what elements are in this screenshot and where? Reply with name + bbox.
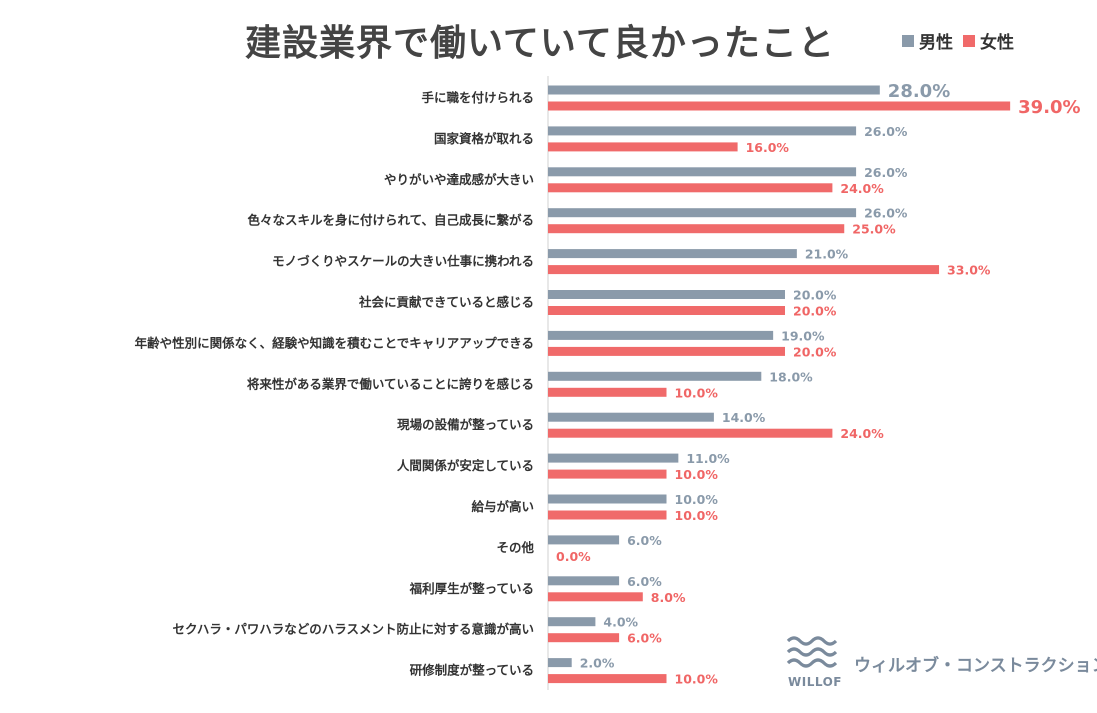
data-label-female: 10.0% [675, 672, 719, 687]
data-label-female: 10.0% [675, 508, 719, 523]
data-label-male: 26.0% [864, 206, 908, 221]
data-label-male: 21.0% [805, 247, 849, 262]
bar-female [548, 101, 1011, 111]
category-label: 色々なスキルを身に付けられて、自己成長に繋がる [247, 213, 534, 228]
category-label: 研修制度が整っている [410, 663, 534, 678]
bar-female [548, 633, 620, 643]
data-label-male: 6.0% [627, 574, 662, 589]
bar-female [548, 469, 667, 479]
bar-female [548, 224, 845, 234]
bar-male [548, 576, 620, 586]
data-label-male: 11.0% [686, 451, 730, 466]
bar-male [548, 208, 857, 218]
data-label-male: 26.0% [864, 165, 908, 180]
category-label: セクハラ・パワハラなどのハラスメント防止に対する意識が高い [172, 622, 534, 637]
legend-swatch-male [902, 34, 914, 47]
bar-male [548, 453, 679, 463]
legend-item-male: 男性 [902, 28, 953, 53]
category-label: 年齢や性別に関係なく、経験や知識を積むことでキャリアアップできる [135, 335, 534, 350]
data-label-female: 10.0% [675, 467, 719, 482]
data-label-female: 20.0% [793, 304, 837, 319]
legend-swatch-female [963, 34, 975, 47]
data-label-male: 6.0% [627, 533, 662, 548]
bar-male [548, 412, 714, 422]
bar-male [548, 494, 667, 504]
data-label-male: 10.0% [675, 492, 719, 507]
bar-female [548, 142, 738, 152]
bar-female [548, 674, 667, 684]
data-label-female: 6.0% [627, 631, 662, 646]
bar-male [548, 330, 774, 340]
category-label: やりがいや達成感が大きい [384, 172, 534, 187]
data-label-male: 26.0% [864, 124, 908, 139]
legend-label-male: 男性 [919, 33, 953, 53]
data-label-male: 14.0% [722, 410, 766, 425]
data-label-female: 24.0% [840, 181, 884, 196]
category-label: 社会に貢献できていると感じる [358, 295, 534, 310]
data-label-male: 2.0% [580, 656, 615, 671]
legend-label-female: 女性 [980, 33, 1014, 53]
bar-female [548, 183, 833, 193]
legend-item-female: 女性 [963, 28, 1014, 53]
willof-logo: WILLOF ウィルオブ・コンストラクション [786, 635, 1097, 689]
data-label-male: 28.0% [888, 81, 950, 102]
bar-female [548, 265, 940, 275]
bar-female [548, 592, 643, 602]
data-label-female: 39.0% [1018, 97, 1080, 118]
bar-male [548, 249, 797, 259]
wave-logo-icon [786, 636, 838, 668]
data-label-male: 19.0% [781, 328, 825, 343]
bar-male [548, 658, 572, 668]
data-label-female: 33.0% [947, 263, 991, 278]
bar-male [548, 535, 620, 545]
data-label-female: 25.0% [852, 222, 896, 237]
bar-female [548, 387, 667, 397]
data-label-female: 10.0% [675, 385, 719, 400]
data-label-male: 20.0% [793, 288, 837, 303]
bar-male [548, 290, 785, 299]
chart-title: 建設業界で働いていて良かったこと [245, 23, 835, 64]
category-label: 給与が高い [471, 499, 534, 514]
data-label-female: 8.0% [651, 590, 686, 605]
logo-wordmark: WILLOF [788, 675, 842, 689]
bar-female [548, 346, 785, 356]
bar-male [548, 617, 596, 627]
category-label: 手に職を付けられる [421, 90, 534, 105]
category-label: 国家資格が取れる [434, 131, 534, 146]
data-label-male: 4.0% [603, 615, 638, 630]
bar-male [548, 167, 857, 177]
data-label-female: 0.0% [556, 549, 591, 564]
bar-female [548, 428, 833, 438]
chart-legend: 男性 女性 [902, 28, 1024, 53]
category-label: 人間関係が安定している [397, 458, 534, 473]
category-label: その他 [496, 540, 534, 555]
bar-male [548, 85, 880, 95]
bar-female [548, 306, 785, 315]
data-label-female: 24.0% [840, 426, 884, 441]
logo-company-name: ウィルオブ・コンストラクション [854, 656, 1097, 676]
data-label-female: 20.0% [793, 344, 837, 359]
data-label-male: 18.0% [769, 369, 813, 384]
category-label: 現場の設備が整っている [397, 417, 534, 432]
category-label: 将来性がある業界で働いていることに誇りを感じる [247, 376, 534, 391]
bar-male [548, 126, 857, 136]
data-label-female: 16.0% [746, 140, 790, 155]
bar-male [548, 371, 762, 381]
category-label: モノづくりやスケールの大きい仕事に携われる [272, 254, 534, 269]
category-label: 福利厚生が整っている [409, 581, 534, 596]
bar-female [548, 510, 667, 520]
